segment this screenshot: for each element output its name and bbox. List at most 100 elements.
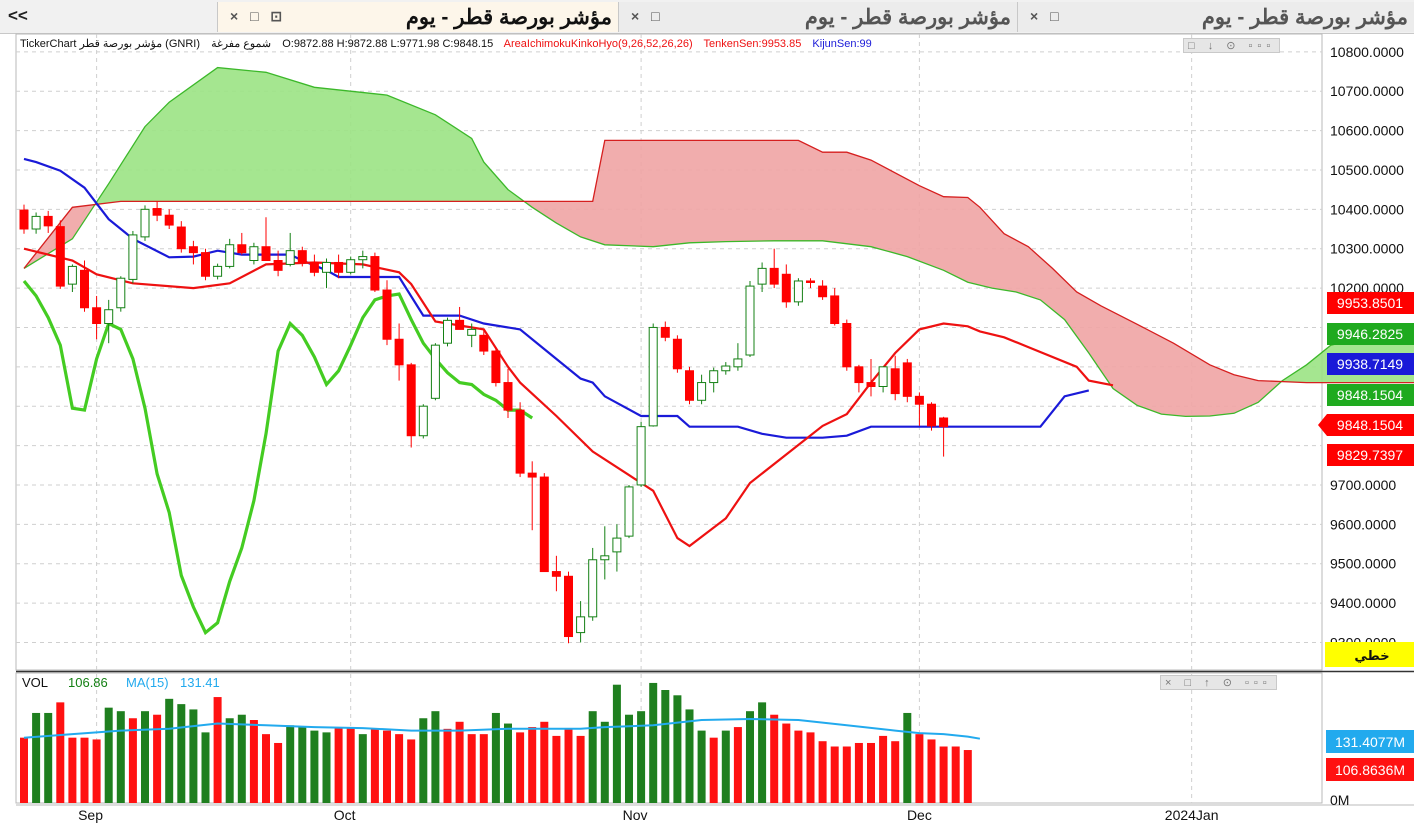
candle — [116, 276, 126, 312]
volume-bar — [395, 734, 404, 803]
candle-body — [67, 265, 77, 285]
volume-bar — [576, 735, 585, 803]
candle — [939, 416, 949, 457]
candle-body — [309, 261, 319, 273]
main-pane-controls[interactable]: □ ↓ ⊙ ▫▫▫ — [1183, 38, 1281, 53]
candle-body — [80, 269, 89, 309]
kijun-readout: KijunSen:99 — [812, 38, 872, 50]
candle-body — [612, 537, 622, 553]
tab-bar: << مؤشر بورصة قطر - يوم × □ ⊡ مؤشر بورصة… — [0, 0, 1414, 34]
tab-title: مؤشر بورصة قطر - يوم — [405, 6, 612, 29]
volume-bar — [625, 714, 633, 803]
volume-bar — [516, 732, 525, 803]
candle-body — [818, 285, 828, 298]
candle-body — [225, 244, 235, 267]
volume-bar — [867, 742, 875, 803]
price-tick-label: 9400.0000 — [1330, 595, 1396, 611]
candle — [515, 402, 525, 478]
candle-body — [176, 226, 186, 250]
tab-chart-1[interactable]: مؤشر بورصة قطر - يوم × □ ⊡ — [217, 2, 618, 32]
volume-bar — [262, 734, 270, 803]
time-tick-label: Dec — [907, 807, 932, 823]
volume-pane-controls[interactable]: × □ ↑ ⊙ ▫▫▫ — [1160, 675, 1277, 690]
symbol-title: TickerChart مؤشر بورصة قطر (GNRI) — [20, 38, 201, 50]
price-tag-bg — [1327, 444, 1414, 466]
senkou-span-a-line — [23, 66, 1414, 418]
candle-body — [914, 395, 924, 405]
candle — [660, 321, 670, 342]
volume-bar — [504, 723, 512, 803]
price-tag-bg — [1318, 414, 1414, 436]
time-tick-label: Nov — [623, 807, 648, 823]
volume-ma-line — [23, 717, 981, 740]
candle — [213, 263, 223, 280]
price-tag: 9829.7397 — [1327, 444, 1414, 466]
candle — [297, 246, 307, 267]
volume-bar — [830, 746, 839, 803]
candle-body — [927, 403, 936, 427]
tab-controls[interactable]: × □ — [1030, 8, 1063, 24]
price-tag-bg — [1327, 292, 1414, 314]
volume-bar — [927, 739, 936, 803]
candle — [564, 571, 573, 644]
volume-bar — [758, 702, 767, 803]
candle-body — [358, 256, 368, 261]
candle-body — [406, 364, 416, 437]
tab-chart-2[interactable]: مؤشر بورصة قطر - يوم × □ — [618, 2, 1017, 32]
volume-bar — [467, 734, 476, 803]
candle — [261, 217, 271, 261]
volume-bar — [383, 730, 391, 803]
scale-mode-label: خطي — [1354, 649, 1389, 664]
candle-body — [902, 362, 912, 397]
candle — [709, 367, 719, 393]
candle — [55, 220, 65, 289]
volume-bar — [92, 739, 101, 803]
volume-bar — [443, 728, 452, 803]
candle-body — [285, 250, 295, 265]
candle — [685, 366, 694, 405]
candle-body — [660, 326, 670, 338]
tab-controls[interactable]: × □ ⊡ — [230, 8, 287, 24]
volume-bar — [600, 721, 609, 803]
indicator-name: AreaIchimokuKinkoHyo(9,26,52,26,26) — [503, 38, 693, 50]
tab-chart-3[interactable]: مؤشر بورصة قطر - يوم × □ — [1017, 2, 1414, 32]
candle-body — [273, 260, 283, 271]
candle — [781, 264, 791, 308]
volume-tick-label: 0M — [1330, 792, 1349, 808]
volume-header-text: VOL — [22, 675, 48, 690]
candle — [467, 323, 477, 348]
price-tag-label: 9946.2825 — [1337, 326, 1403, 342]
candle-body — [709, 370, 719, 384]
chart-style-label: شموع مفرغة — [211, 38, 272, 50]
volume-bar — [322, 732, 331, 803]
candle-body — [55, 226, 65, 287]
candle — [503, 368, 513, 418]
volume-header-text: 131.41 — [180, 675, 220, 690]
volume-bar — [431, 711, 440, 803]
candle-body — [334, 261, 344, 273]
candle — [745, 280, 755, 357]
price-tick-label: 10600.0000 — [1330, 123, 1404, 139]
senkou-span-b-line — [23, 139, 1414, 384]
candle — [430, 343, 440, 401]
candle — [140, 205, 150, 241]
volume-bar — [32, 712, 41, 803]
volume-bar — [649, 682, 658, 803]
candle — [842, 319, 852, 371]
tab-controls[interactable]: × □ — [631, 8, 664, 24]
volume-bar — [951, 746, 960, 803]
price-tag-bg — [1327, 353, 1414, 375]
volume-tag-bg — [1326, 758, 1414, 781]
candle — [382, 280, 392, 346]
volume-header-text: MA(15) — [126, 675, 169, 690]
volume-bar — [794, 730, 803, 803]
candle-body — [128, 234, 138, 280]
volume-bar — [806, 732, 815, 803]
candle-body — [503, 382, 513, 411]
candle — [418, 404, 428, 439]
candle-body — [733, 358, 743, 368]
volume-bar — [104, 707, 113, 803]
volume-bar — [274, 742, 283, 803]
tab-scroll-left-button[interactable]: << — [8, 6, 28, 25]
